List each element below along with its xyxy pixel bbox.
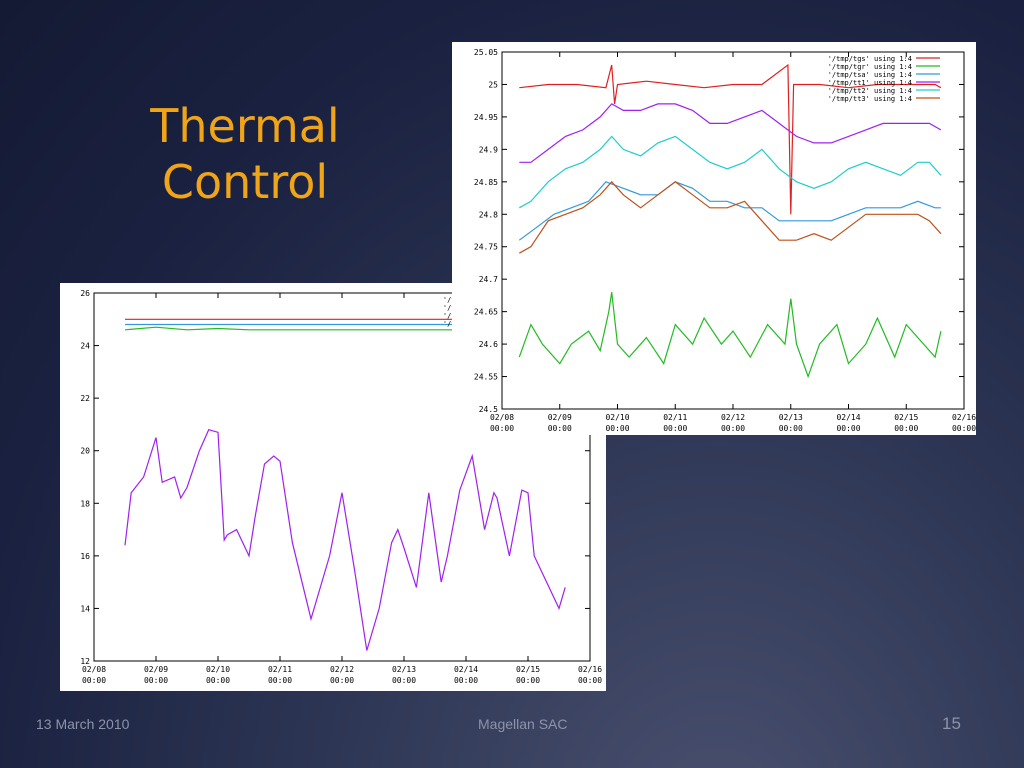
- chart1-ytick-label: 12: [80, 657, 90, 666]
- chart2-series-line-0: [519, 63, 942, 215]
- chart2-xtick-date: 02/16: [952, 413, 976, 422]
- chart2-xtick-date: 02/12: [721, 413, 745, 422]
- chart2-legend-label-2: '/tmp/tsa' using 1:4: [828, 71, 912, 79]
- chart2-xtick-time: 00:00: [490, 424, 514, 433]
- chart2-series-line-2: [518, 181, 941, 241]
- chart2-series-line-3: [519, 103, 942, 163]
- chart2-legend-label-3: '/tmp/tt1' using 1:4: [828, 79, 912, 87]
- chart2-series-line-4: [519, 135, 942, 209]
- footer-date: 13 March 2010: [36, 716, 130, 732]
- chart2-xtick-date: 02/14: [836, 413, 860, 422]
- chart1-xtick-time: 00:00: [516, 676, 540, 685]
- chart2-xtick-time: 00:00: [663, 424, 687, 433]
- chart2-ytick-label: 24.6: [479, 340, 498, 349]
- chart2-xtick-time: 00:00: [721, 424, 745, 433]
- chart-sensor-temperatures: 24.5 24.55 24.6 24.65 24.7 24.75 24.8 24.85 24.9…: [452, 42, 976, 435]
- chart2-xtick-date: 02/09: [548, 413, 572, 422]
- chart2-series-line-5: [519, 180, 942, 254]
- chart2-xtick-time: 00:00: [548, 424, 572, 433]
- chart1-xtick-time: 00:00: [82, 676, 106, 685]
- chart2-ytick-label: 25.05: [474, 48, 498, 57]
- chart1-ytick-label: 24: [80, 342, 90, 351]
- chart1-xtick-date: 02/16: [578, 665, 602, 674]
- chart2-legend-label-1: '/tmp/tgr' using 1:4: [828, 63, 912, 71]
- chart1-xtick-date: 02/13: [392, 665, 416, 674]
- footer-center: Magellan SAC: [478, 716, 568, 732]
- chart2-xtick-time: 00:00: [894, 424, 918, 433]
- chart1-xtick-date: 02/12: [330, 665, 354, 674]
- chart1-ytick-label: 20: [80, 447, 90, 456]
- chart2-ytick-label: 24.85: [474, 178, 498, 187]
- chart2-legend-label-0: '/tmp/tgs' using 1:4: [828, 55, 912, 63]
- chart1-xtick-date: 02/08: [82, 665, 106, 674]
- chart1-xtick-time: 00:00: [268, 676, 292, 685]
- chart2-xtick-date: 02/08: [490, 413, 514, 422]
- chart2-ytick-label: 24.8: [479, 210, 498, 219]
- chart1-xtick-date: 02/09: [144, 665, 168, 674]
- chart2-xtick-date: 02/10: [605, 413, 629, 422]
- chart1-xtick-date: 02/11: [268, 665, 292, 674]
- chart1-xtick-time: 00:00: [578, 676, 602, 685]
- chart2-legend-label-4: '/tmp/tt2' using 1:4: [828, 87, 912, 95]
- chart1-xtick-date: 02/10: [206, 665, 230, 674]
- chart2-ytick-label: 24.7: [479, 275, 498, 284]
- chart1-ytick-label: 14: [80, 604, 90, 613]
- chart1-xtick-time: 00:00: [392, 676, 416, 685]
- chart1-xtick-date: 02/15: [516, 665, 540, 674]
- chart2-series-line-1: [518, 292, 942, 379]
- page-number: 15: [942, 714, 961, 733]
- chart1-ytick-label: 26: [80, 289, 90, 298]
- chart2-ytick-label: 24.55: [474, 373, 498, 382]
- chart2-ytick-label: 24.75: [474, 243, 498, 252]
- chart2-xtick-date: 02/11: [663, 413, 687, 422]
- chart1-ytick-label: 16: [80, 552, 90, 561]
- slide-title-line2: Control: [161, 155, 329, 209]
- chart-sensor-temperatures-svg: 24.5 24.55 24.6 24.65 24.7 24.75 24.8 24.85 24.9…: [474, 48, 976, 433]
- chart1-xtick-date: 02/14: [454, 665, 478, 674]
- chart2-legend-label-5: '/tmp/tt3' using 1:4: [828, 95, 912, 103]
- chart1-ytick-label: 22: [80, 394, 90, 403]
- chart1-xtick-time: 00:00: [330, 676, 354, 685]
- chart2-ytick-label: 24.65: [474, 308, 498, 317]
- chart2-xtick-time: 00:00: [952, 424, 976, 433]
- chart2-xtick-date: 02/13: [779, 413, 803, 422]
- chart2-xtick-date: 02/15: [894, 413, 918, 422]
- chart1-xtick-time: 00:00: [454, 676, 478, 685]
- chart2-ytick-label: 24.95: [474, 113, 498, 122]
- chart1-series-line-2: [124, 428, 566, 651]
- slide-title-line1: Thermal: [150, 99, 340, 153]
- chart2-ytick-label: 24.9: [479, 145, 498, 154]
- chart1-xtick-time: 00:00: [144, 676, 168, 685]
- chart2-ytick-label: 25: [488, 80, 498, 89]
- chart1-ytick-label: 18: [80, 499, 90, 508]
- slide-title: Thermal Control: [110, 98, 380, 210]
- chart2-ytick-label: 24.5: [479, 405, 498, 414]
- chart2-xtick-time: 00:00: [605, 424, 629, 433]
- chart1-xtick-time: 00:00: [206, 676, 230, 685]
- chart2-xtick-time: 00:00: [779, 424, 803, 433]
- chart2-xtick-time: 00:00: [836, 424, 860, 433]
